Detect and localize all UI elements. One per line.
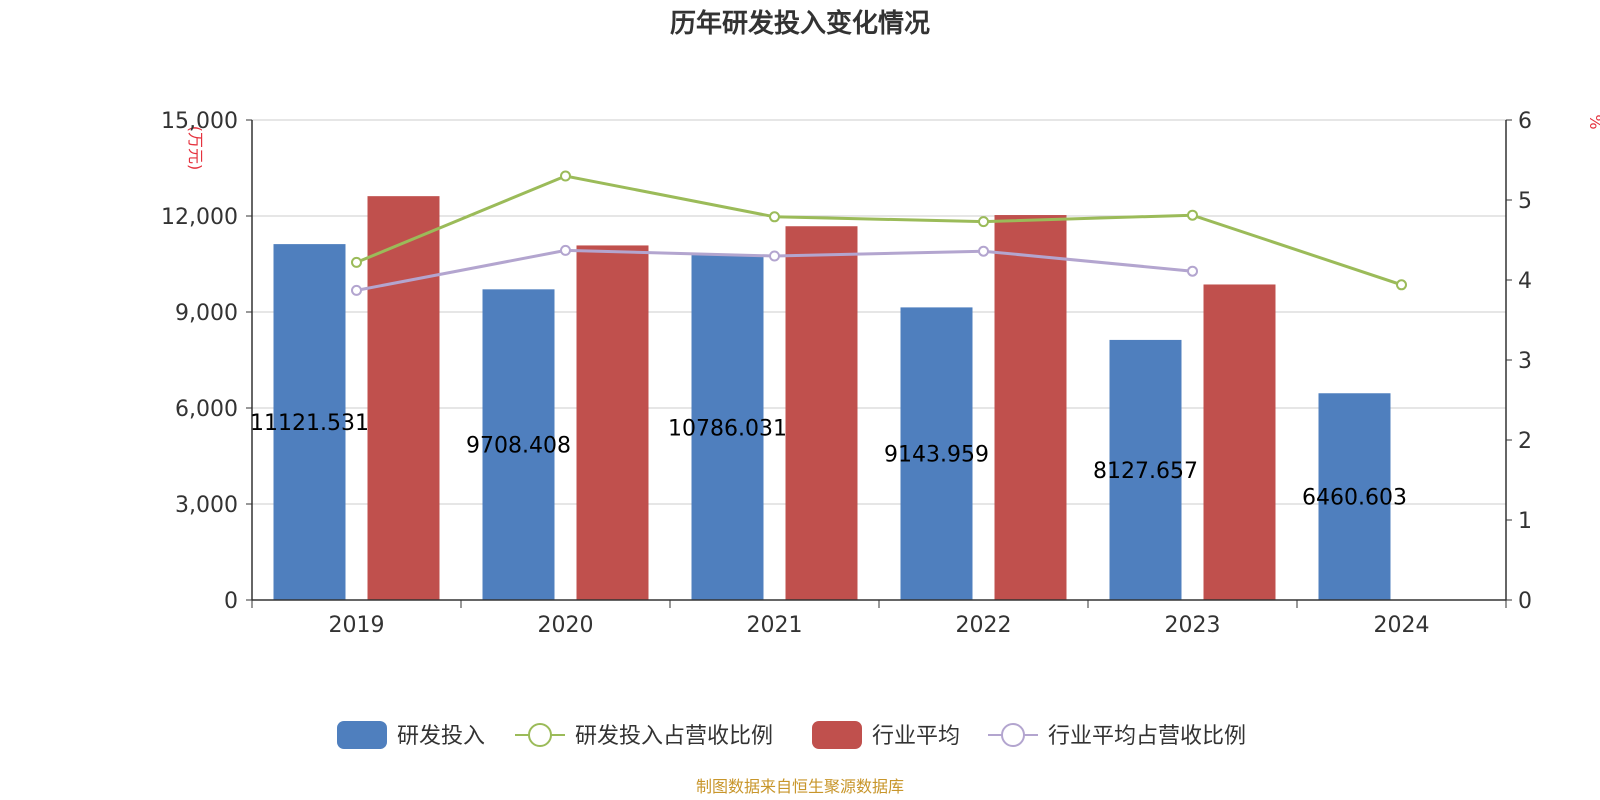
chart-title: 历年研发投入变化情况 [670, 8, 930, 39]
legend-swatch-bar [812, 721, 862, 749]
x-tick-label: 2020 [538, 613, 594, 638]
y-right-tick-label: 2 [1518, 429, 1532, 454]
right-axis-unit: % [1586, 114, 1600, 129]
line-point [769, 211, 780, 223]
legend: 研发投入 研发投入占营收比例 行业平均 行业平均占营收比例 [337, 721, 1246, 749]
bar-rd-investment [1109, 339, 1182, 600]
line-point [351, 284, 362, 296]
bar-data-label: 11121.531 [250, 411, 369, 436]
y-right-tick-label: 0 [1518, 589, 1532, 614]
bar-industry-average [367, 196, 440, 600]
x-tick-label: 2022 [956, 613, 1012, 638]
source-note: 制图数据来自恒生聚源数据库 [696, 777, 904, 796]
gridlines [252, 119, 1506, 505]
bars [273, 196, 1391, 601]
x-tick-label: 2023 [1165, 613, 1221, 638]
bar-data-label: 10786.031 [668, 416, 787, 441]
line-rd-ratio [355, 174, 1402, 287]
legend-label: 行业平均占营收比例 [1048, 724, 1246, 749]
y-right-tick-label: 6 [1518, 109, 1532, 134]
bar-industry-average [1203, 284, 1276, 600]
lines [351, 170, 1407, 296]
y-right-tick-label: 3 [1518, 349, 1532, 374]
line-point [978, 245, 989, 257]
y-left-tick-label: 12,000 [161, 205, 238, 230]
legend-label: 研发投入占营收比例 [575, 724, 773, 749]
legend-swatch-bar [337, 721, 387, 749]
y-left-tick-label: 3,000 [175, 493, 238, 518]
x-tick-label: 2021 [747, 613, 803, 638]
line-point [351, 256, 362, 268]
y-right-tick-label: 5 [1518, 189, 1532, 214]
bar-rd-investment [900, 307, 973, 600]
y-right-tick-label: 1 [1518, 509, 1532, 534]
y-right-tick-label: 4 [1518, 269, 1532, 294]
bar-industry-average [994, 215, 1067, 601]
legend-swatch-marker [528, 723, 552, 747]
y-left-tick-label: 15,000 [161, 109, 238, 134]
bar-rd-investment [482, 289, 555, 600]
line-point [978, 216, 989, 228]
x-tick-label: 2019 [329, 613, 385, 638]
axes: 0 3,000 6,000 9,000 12,000 15,000 0 1 2 3 4 5 6 2019 2… [161, 109, 1532, 638]
line-point [1187, 265, 1198, 277]
bar-data-label: 8127.657 [1093, 459, 1198, 484]
data-labels: 11121.531 9708.408 10786.031 9143.959 8127.6… [250, 411, 1407, 511]
line-point [769, 250, 780, 262]
line-point [560, 244, 571, 256]
legend-swatch-marker [1001, 723, 1025, 747]
line-point [560, 170, 571, 182]
left-axis-unit: (万元) [186, 126, 205, 171]
x-tick-label: 2024 [1374, 613, 1430, 638]
bar-industry-average [576, 245, 649, 600]
y-left-tick-label: 6,000 [175, 397, 238, 422]
bar-data-label: 9708.408 [466, 434, 571, 459]
bar-industry-average [785, 226, 858, 601]
y-left-tick-label: 0 [224, 589, 238, 614]
bar-rd-investment [273, 244, 346, 600]
legend-label: 研发投入 [397, 724, 485, 749]
bar-rd-investment [691, 254, 764, 600]
bar-data-label: 9143.959 [884, 443, 989, 468]
line-point [1396, 279, 1407, 291]
bar-data-label: 6460.603 [1302, 486, 1407, 511]
bar-rd-investment [1318, 393, 1391, 600]
line-point [1187, 209, 1198, 221]
y-left-tick-label: 9,000 [175, 301, 238, 326]
legend-label: 行业平均 [872, 724, 960, 749]
